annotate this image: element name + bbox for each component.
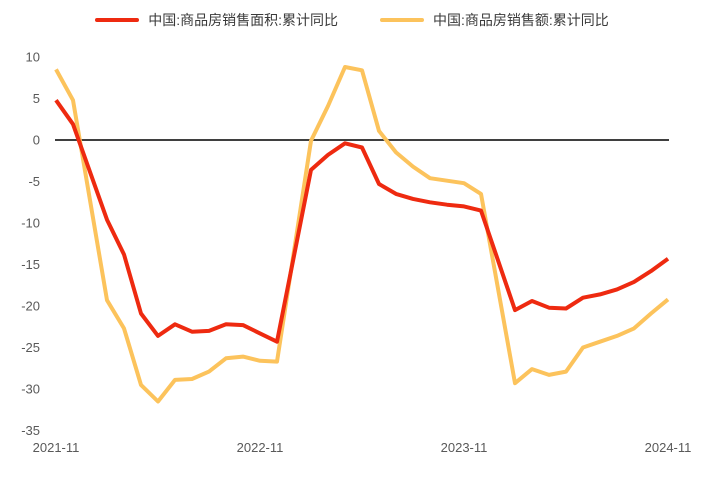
y-axis-tick-label: -35 [21, 423, 40, 438]
series-line-1 [54, 65, 670, 404]
y-axis-tick-label: -10 [21, 216, 40, 231]
legend-label-sales-amount: 中国:商品房销售额:累计同比 [433, 12, 609, 28]
chart-legend: 中国:商品房销售面积:累计同比 中国:商品房销售额:累计同比 [0, 10, 704, 30]
legend-item-sales-amount: 中国:商品房销售额:累计同比 [380, 10, 609, 30]
y-axis-tick-label: 10 [26, 50, 40, 65]
y-axis-tick-label: -30 [21, 382, 40, 397]
x-axis-tick-label: 2024-11 [645, 440, 692, 455]
x-axis-tick-label: 2021-11 [33, 440, 80, 455]
legend-item-sales-area: 中国:商品房销售面积:累计同比 [95, 10, 338, 30]
y-axis-tick-label: -20 [21, 299, 40, 314]
x-axis-tick-label: 2022-11 [237, 440, 284, 455]
x-axis-tick-label: 2023-11 [441, 440, 488, 455]
y-axis-tick-label: -15 [21, 257, 40, 272]
legend-label-sales-area: 中国:商品房销售面积:累计同比 [148, 12, 338, 28]
y-axis-tick-label: -5 [28, 174, 40, 189]
y-axis-tick-label: 5 [33, 91, 40, 106]
y-axis-tick-label: 0 [33, 133, 40, 148]
series-line-0 [54, 99, 670, 344]
legend-swatch-red [95, 18, 140, 22]
legend-swatch-yellow [380, 18, 424, 22]
y-axis-tick-label: -25 [21, 340, 40, 355]
